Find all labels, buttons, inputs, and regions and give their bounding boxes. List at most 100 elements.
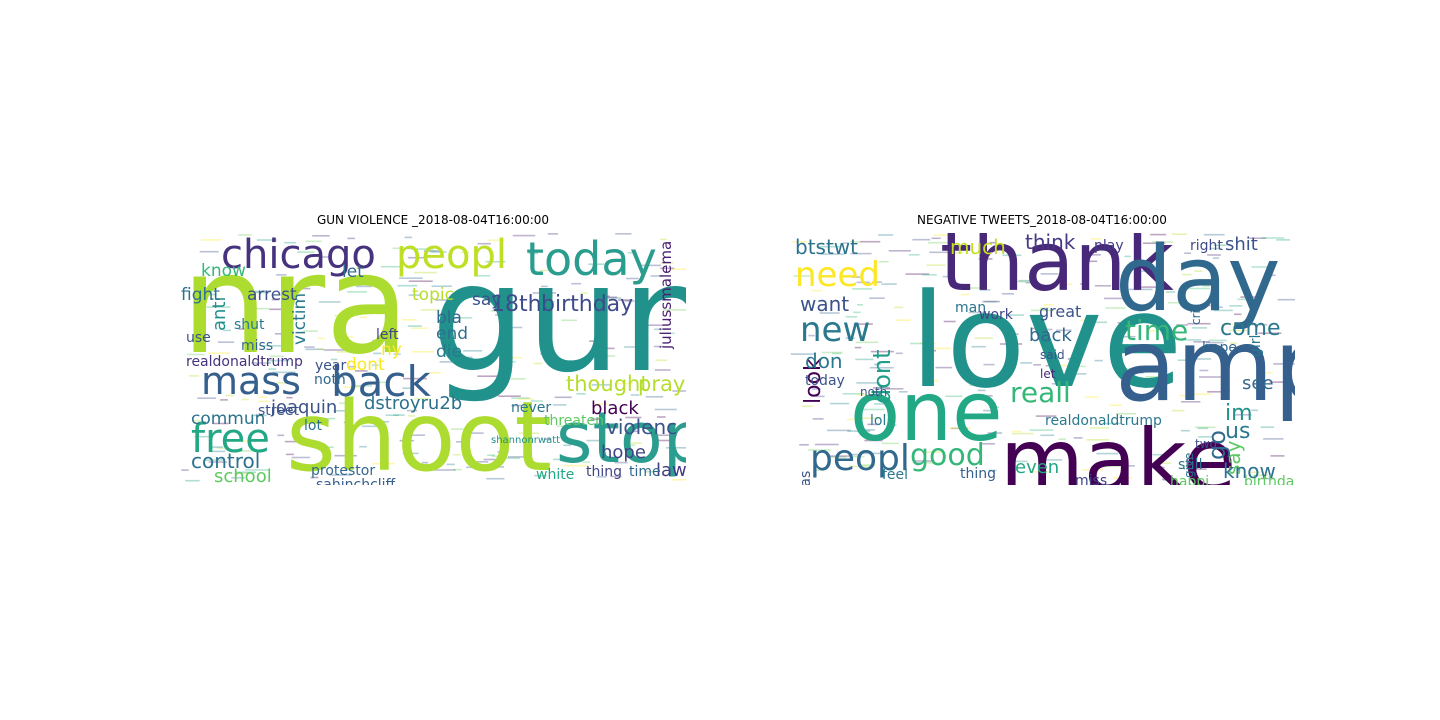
wordcloud-small-word-texture (1190, 393, 1212, 395)
wordcloud-small-word-texture (808, 334, 815, 337)
wordcloud-word: black (591, 398, 639, 419)
wordcloud-small-word-texture (1184, 252, 1192, 254)
wordcloud-word: violenc (606, 415, 677, 439)
wordcloud-word: miss (1075, 473, 1107, 485)
wordcloud-small-word-texture (1035, 415, 1057, 417)
wordcloud-small-word-texture (966, 287, 982, 289)
wordcloud-word: threaten (544, 413, 604, 429)
wordcloud-small-word-texture (666, 447, 686, 449)
wordcloud-small-word-texture (533, 362, 543, 365)
wordcloud-small-word-texture (454, 356, 473, 359)
wordcloud-small-word-texture (491, 455, 503, 457)
wordcloud-word: victim (290, 293, 310, 345)
wordcloud-small-word-texture (859, 452, 882, 455)
wordcloud-small-word-texture (276, 382, 289, 384)
wordcloud-small-word-texture (1251, 409, 1258, 412)
wordcloud-small-word-texture (318, 301, 341, 303)
negative-tweets-title: NEGATIVE TWEETS_2018-08-04T16:00:00 (917, 213, 1167, 227)
wordcloud-small-word-texture (554, 396, 572, 399)
wordcloud-small-word-texture (1256, 372, 1273, 374)
wordcloud-small-word-texture (1240, 296, 1256, 298)
wordcloud-small-word-texture (274, 333, 282, 335)
wordcloud-small-word-texture (304, 346, 315, 348)
wordcloud-small-word-texture (1012, 333, 1019, 335)
wordcloud-small-word-texture (1018, 279, 1034, 282)
wordcloud-small-word-texture (1059, 364, 1070, 367)
wordcloud-small-word-texture (1039, 307, 1049, 309)
wordcloud-small-word-texture (191, 419, 201, 422)
wordcloud-small-word-texture (856, 393, 875, 396)
wordcloud-small-word-texture (664, 332, 675, 335)
wordcloud-small-word-texture (310, 476, 319, 479)
wordcloud-small-word-texture (517, 398, 534, 400)
wordcloud-small-word-texture (914, 462, 923, 464)
wordcloud-small-word-texture (1101, 249, 1117, 252)
wordcloud-small-word-texture (935, 366, 953, 369)
wordcloud-small-word-texture (1237, 298, 1253, 301)
wordcloud-small-word-texture (238, 234, 252, 236)
wordcloud-word: pleas (798, 471, 814, 485)
wordcloud-small-word-texture (1090, 238, 1102, 240)
wordcloud-small-word-texture (614, 382, 634, 385)
wordcloud-small-word-texture (1084, 396, 1099, 398)
wordcloud-small-word-texture (429, 372, 441, 374)
wordcloud-small-word-texture (350, 307, 361, 309)
wordcloud-small-word-texture (594, 295, 610, 297)
wordcloud-word: sahinchcliff (316, 477, 396, 485)
wordcloud-small-word-texture (1094, 359, 1103, 362)
wordcloud-small-word-texture (1229, 329, 1248, 332)
wordcloud-word: shut (234, 317, 265, 333)
wordcloud-small-word-texture (877, 387, 884, 389)
wordcloud-small-word-texture (953, 252, 964, 254)
wordcloud-small-word-texture (1209, 247, 1222, 250)
wordcloud-small-word-texture (397, 284, 418, 287)
wordcloud-small-word-texture (630, 394, 640, 396)
wordcloud-small-word-texture (404, 247, 411, 249)
wordcloud-small-word-texture (475, 468, 483, 471)
wordcloud-small-word-texture (194, 435, 212, 438)
wordcloud-small-word-texture (926, 379, 939, 382)
wordcloud-word: come (1220, 316, 1281, 341)
wordcloud-small-word-texture (487, 454, 495, 456)
wordcloud-small-word-texture (999, 343, 1023, 345)
wordcloud-small-word-texture (601, 347, 615, 350)
wordcloud-small-word-texture (1207, 254, 1221, 256)
wordcloud-word: let (1040, 367, 1056, 381)
wordcloud-word: think (1025, 233, 1076, 254)
wordcloud-small-word-texture (1054, 283, 1073, 286)
wordcloud-small-word-texture (487, 239, 505, 242)
wordcloud-small-word-texture (1081, 469, 1103, 471)
wordcloud-word: shannonrwatt (491, 435, 560, 446)
wordcloud-small-word-texture (852, 288, 873, 290)
wordcloud-small-word-texture (1045, 364, 1055, 367)
wordcloud-small-word-texture (359, 445, 367, 448)
wordcloud-small-word-texture (645, 470, 656, 473)
wordcloud-word: see (1242, 373, 1274, 394)
wordcloud-word: know (1223, 459, 1276, 483)
wordcloud-small-word-texture (931, 237, 941, 240)
wordcloud-small-word-texture (851, 276, 860, 278)
wordcloud-small-word-texture (208, 352, 230, 354)
wordcloud-small-word-texture (380, 265, 402, 268)
wordcloud-small-word-texture (1141, 286, 1159, 288)
wordcloud-small-word-texture (537, 300, 556, 303)
wordcloud-small-word-texture (402, 452, 419, 455)
wordcloud-small-word-texture (355, 370, 368, 372)
wordcloud-word: right (1190, 238, 1223, 254)
wordcloud-word: back (1029, 325, 1072, 346)
wordcloud-word: feel (882, 467, 908, 483)
wordcloud-small-word-texture (412, 350, 435, 353)
wordcloud-small-word-texture (929, 251, 950, 254)
wordcloud-small-word-texture (483, 458, 504, 461)
wordcloud-small-word-texture (431, 285, 452, 287)
wordcloud-small-word-texture (951, 427, 969, 430)
wordcloud-small-word-texture (654, 408, 677, 411)
wordcloud-small-word-texture (816, 395, 825, 398)
wordcloud-small-word-texture (933, 234, 949, 236)
wordcloud-small-word-texture (881, 283, 897, 285)
wordcloud-small-word-texture (220, 399, 228, 401)
wordcloud-word: btstwt (795, 235, 858, 259)
wordcloud-small-word-texture (343, 421, 350, 424)
wordcloud-small-word-texture (1261, 477, 1275, 480)
wordcloud-word: want (800, 292, 849, 316)
